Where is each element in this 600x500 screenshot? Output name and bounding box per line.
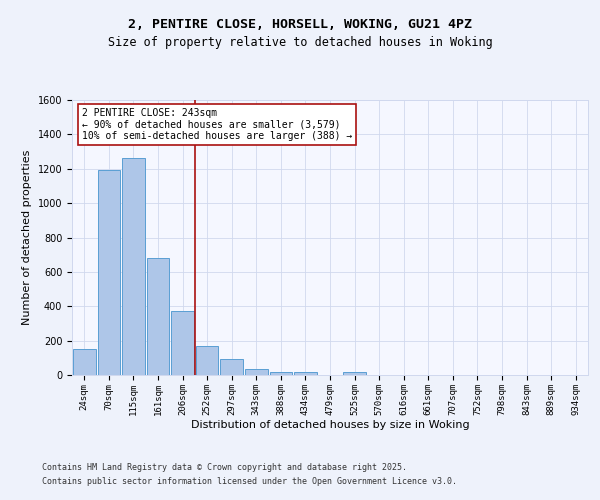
X-axis label: Distribution of detached houses by size in Woking: Distribution of detached houses by size … [191,420,469,430]
Bar [146,258,169,375]
Text: 2, PENTIRE CLOSE, HORSELL, WOKING, GU21 4PZ: 2, PENTIRE CLOSE, HORSELL, WOKING, GU21 … [128,18,472,30]
Bar [245,369,268,375]
Text: Contains public sector information licensed under the Open Government Licence v3: Contains public sector information licen… [42,478,457,486]
Bar [73,349,95,375]
Text: 2 PENTIRE CLOSE: 243sqm
← 90% of detached houses are smaller (3,579)
10% of semi: 2 PENTIRE CLOSE: 243sqm ← 90% of detache… [82,108,353,142]
Bar [220,358,243,375]
Bar [122,158,145,375]
Y-axis label: Number of detached properties: Number of detached properties [22,150,32,325]
Text: Size of property relative to detached houses in Woking: Size of property relative to detached ho… [107,36,493,49]
Bar [294,372,317,375]
Bar [171,310,194,375]
Bar [98,170,120,375]
Text: Contains HM Land Registry data © Crown copyright and database right 2025.: Contains HM Land Registry data © Crown c… [42,462,407,471]
Bar [196,346,218,375]
Bar [343,372,366,375]
Bar [269,372,292,375]
